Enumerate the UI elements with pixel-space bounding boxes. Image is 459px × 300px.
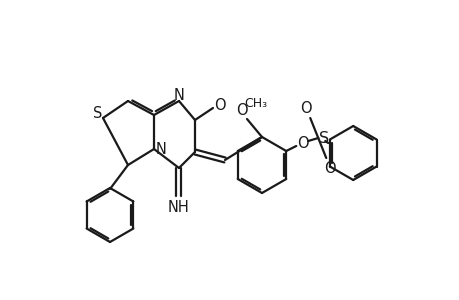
Text: O: O [214,98,225,112]
Text: S: S [319,130,329,146]
Text: O: O [235,103,247,118]
Text: NH: NH [168,200,190,215]
Text: N: N [155,142,166,157]
Text: O: O [324,160,336,175]
Text: N: N [173,88,184,103]
Text: O: O [297,136,308,151]
Text: S: S [93,106,102,121]
Text: O: O [300,100,311,116]
Text: CH₃: CH₃ [244,97,267,110]
